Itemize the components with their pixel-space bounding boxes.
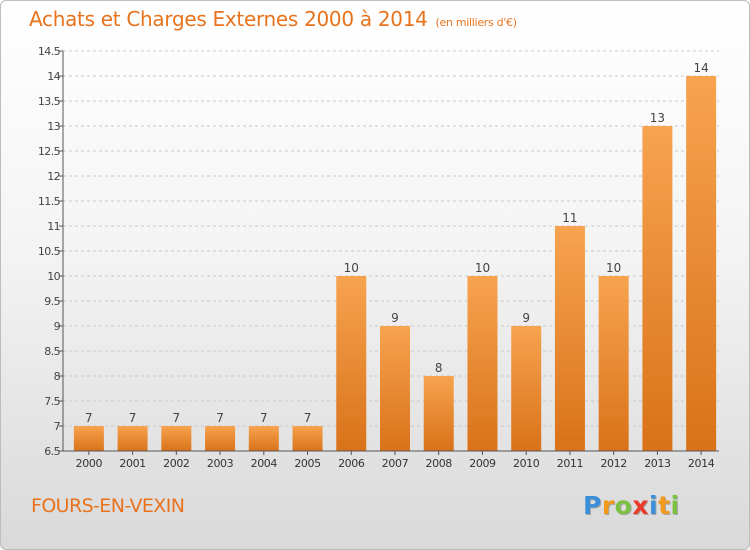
x-tick-label: 2010 bbox=[513, 457, 540, 470]
bar bbox=[73, 426, 104, 451]
data-label: 7 bbox=[85, 411, 93, 425]
logo-letter: P bbox=[583, 491, 602, 520]
logo-letter: o bbox=[614, 491, 633, 520]
y-tick-label: 11.5 bbox=[38, 195, 61, 208]
bar bbox=[161, 426, 192, 451]
bar bbox=[117, 426, 148, 451]
x-tick-label: 2001 bbox=[119, 457, 145, 470]
data-label: 14 bbox=[693, 61, 708, 75]
data-label: 13 bbox=[650, 111, 665, 125]
data-label: 7 bbox=[260, 411, 268, 425]
bar bbox=[380, 326, 410, 451]
x-tick-label: 2008 bbox=[426, 457, 453, 470]
title-text: Achats et Charges Externes 2000 à 2014 bbox=[29, 7, 428, 31]
data-label: 7 bbox=[173, 411, 181, 425]
bar bbox=[292, 426, 323, 451]
proxiti-logo: Proxiti bbox=[583, 491, 680, 520]
y-tick-label: 12 bbox=[47, 170, 60, 183]
x-tick-label: 2011 bbox=[557, 457, 583, 470]
y-tick-label: 14.5 bbox=[38, 45, 61, 58]
data-label: 7 bbox=[216, 411, 224, 425]
bar bbox=[598, 276, 629, 451]
y-tick-label: 8 bbox=[54, 370, 61, 383]
place-name: FOURS-EN-VEXIN bbox=[31, 495, 185, 517]
x-tick-label: 2006 bbox=[338, 457, 365, 470]
x-tick-label: 2014 bbox=[688, 457, 715, 470]
y-tick-label: 8.5 bbox=[44, 345, 60, 358]
bar bbox=[248, 426, 279, 451]
bar bbox=[467, 276, 498, 451]
data-label: 10 bbox=[344, 261, 359, 275]
y-tick-label: 6.5 bbox=[44, 445, 60, 458]
logo-letter: x bbox=[632, 491, 649, 520]
y-tick-label: 7 bbox=[54, 420, 61, 433]
data-label: 9 bbox=[391, 311, 399, 325]
y-tick-label: 13 bbox=[47, 120, 60, 133]
bar bbox=[205, 426, 236, 451]
y-tick-label: 10.5 bbox=[38, 245, 61, 258]
logo-letter: i bbox=[649, 491, 659, 520]
x-tick-label: 2009 bbox=[469, 457, 496, 470]
x-tick-label: 2003 bbox=[207, 457, 234, 470]
logo-letter: i bbox=[670, 491, 680, 520]
chart-title: Achats et Charges Externes 2000 à 2014 (e… bbox=[29, 7, 517, 31]
unit-label: (en milliers d'€) bbox=[435, 16, 517, 29]
bar bbox=[511, 326, 542, 451]
data-label: 10 bbox=[475, 261, 490, 275]
x-tick-label: 2002 bbox=[163, 457, 189, 470]
x-tick-label: 2004 bbox=[251, 457, 278, 470]
data-label: 9 bbox=[522, 311, 530, 325]
logo-letter: t bbox=[658, 491, 671, 520]
x-tick-label: 2007 bbox=[382, 457, 409, 470]
bar bbox=[423, 376, 454, 451]
y-tick-label: 9.5 bbox=[44, 295, 60, 308]
y-tick-label: 12.5 bbox=[38, 145, 61, 158]
x-tick-label: 2005 bbox=[294, 457, 321, 470]
bar bbox=[554, 226, 585, 451]
bar bbox=[642, 126, 673, 451]
data-label: 11 bbox=[562, 211, 577, 225]
x-tick-label: 2012 bbox=[600, 457, 626, 470]
x-tick-label: 2013 bbox=[644, 457, 671, 470]
y-tick-label: 9 bbox=[54, 320, 61, 333]
y-tick-label: 13.5 bbox=[38, 95, 61, 108]
bar bbox=[686, 76, 717, 451]
data-label: 10 bbox=[606, 261, 621, 275]
y-tick-label: 10 bbox=[47, 270, 60, 283]
logo-letter: r bbox=[601, 491, 615, 520]
x-tick-label: 2000 bbox=[76, 457, 103, 470]
y-tick-label: 7.5 bbox=[44, 395, 60, 408]
y-tick-label: 14 bbox=[47, 70, 60, 83]
data-label: 7 bbox=[304, 411, 312, 425]
y-tick-label: 11 bbox=[47, 220, 60, 233]
data-label: 7 bbox=[129, 411, 137, 425]
bar bbox=[336, 276, 367, 451]
data-label: 8 bbox=[435, 361, 443, 375]
